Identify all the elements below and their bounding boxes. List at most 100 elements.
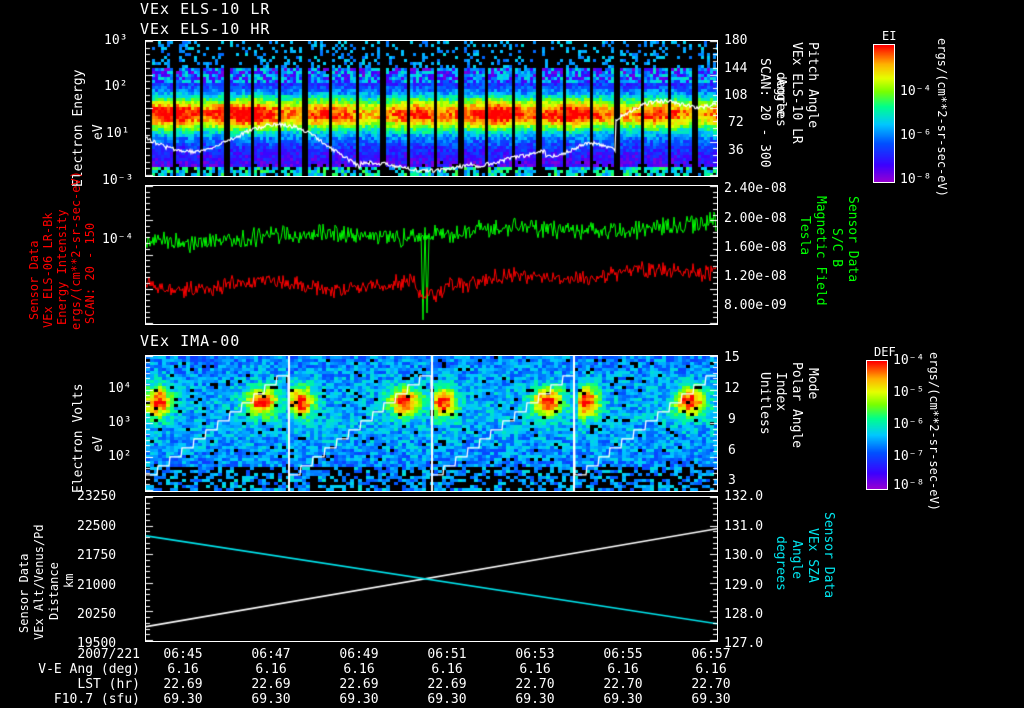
panel4-rtick-0: 132.0 [724,489,764,504]
panel4-rtick-3: 129.0 [724,578,764,593]
panel4-rtick-1: 131.0 [724,519,764,534]
panel4-left-label-4: km [62,573,76,588]
panel4-rtick-2: 130.0 [724,548,764,563]
footer-row-label-0: 2007/221 [77,647,140,662]
panel2-rtick-1: 2.00e-08 [724,211,787,226]
panel4-right-label-4: degrees [773,536,788,591]
panel2-right-label-3: Magnetic Field [813,196,828,306]
panel4-left-label-3: Distance [47,562,61,620]
panel1-ytick-2: 10¹ [106,126,130,141]
footer-cell-lst-0: 22.69 [163,677,203,692]
panel3-rtick-4: 3 [728,473,736,488]
def-colorbar-units: ergs/(cm**2-sr-sec-eV) [927,352,941,511]
footer-cell-time-5: 06:55 [603,647,643,662]
panel3-right-label-4: Unitless [757,372,772,435]
footer-cell-ve_ang-0: 6.16 [167,662,199,677]
def-colorbar-tick-4: 10⁻⁸ [893,478,925,493]
panel3-title: VEx IMA-00 [140,332,241,350]
footer-cell-time-0: 06:45 [163,647,203,662]
footer-cell-f107-0: 69.30 [163,692,203,707]
footer-cell-ve_ang-5: 6.16 [607,662,639,677]
panel2-rtick-3: 1.20e-08 [724,269,787,284]
panel3-rtick-2: 9 [728,412,736,427]
footer-row-label-2: LST (hr) [77,677,140,692]
panel2-rtick-2: 1.60e-08 [724,240,787,255]
panel2-left-label-4: ergs/(cm**2-sr-sec-eV) [69,171,83,330]
ei-colorbar[interactable] [873,44,895,183]
def-colorbar-tick-0: 10⁻⁴ [893,353,925,368]
panel4-ytick-2: 21750 [77,548,117,563]
panel1-title-hr: VEx ELS-10 HR [140,20,271,38]
panel1-right-label-2: VEx ELS-10 LR [789,42,804,144]
panel1-rtick-3: 72 [728,115,744,130]
footer-cell-lst-3: 22.69 [427,677,467,692]
footer-cell-lst-2: 22.69 [339,677,379,692]
footer-table: 2007/221 V-E Ang (deg) LST (hr) F10.7 (s… [0,646,1024,708]
panel2-right-label-2: S/C B [829,228,844,268]
panel2-left-label-5: SCAN: 20 - 150 [83,222,97,324]
panel3-plot-frame[interactable] [145,355,718,492]
panel2-plot-frame[interactable] [145,185,718,325]
footer-cell-ve_ang-1: 6.16 [255,662,287,677]
panel1-left-axis-label-2: eV [91,124,106,140]
panel4-ytick-3: 21000 [77,578,117,593]
footer-cell-time-3: 06:51 [427,647,467,662]
panel3-rtick-0: 15 [724,350,740,365]
panel1-right-label-1: Pitch Angle [805,42,820,129]
panel3-ytick-1: 10³ [108,415,132,430]
footer-cell-ve_ang-6: 6.16 [695,662,727,677]
footer-cell-ve_ang-3: 6.16 [431,662,463,677]
def-colorbar-title: DEF [874,345,896,359]
panel2-left-label-3: Energy Intensity [55,209,69,325]
panel2-rtick-4: 8.00e-09 [724,298,787,313]
panel4-right-label-1: Sensor Data [821,512,836,599]
panel4-right-label-2: VEx SZA [805,528,820,583]
panel2-right-label-4: Tesla [797,216,812,256]
def-colorbar[interactable] [866,360,888,490]
panel3-right-label-3: Index [773,372,788,412]
panel2-rtick-0: 2.40e-08 [724,181,787,196]
ei-colorbar-tick-0: 10⁻⁴ [900,84,932,99]
footer-cell-time-2: 06:49 [339,647,379,662]
panel4-ytick-1: 22500 [77,519,117,534]
panel2-ytick-1: 10⁻⁴ [102,232,134,247]
panel4-plot-frame[interactable] [145,496,718,642]
ei-colorbar-title: EI [882,29,897,43]
panel3-left-label-1: Electron Volts [71,383,86,493]
panel4-right-label-3: Angle [789,540,804,580]
panel4-ytick-5: 19500 [77,636,117,651]
panel3-right-label-2: Polar Angle [789,362,804,449]
panel2-left-label-1: Sensor Data [27,240,41,320]
footer-cell-lst-4: 22.70 [515,677,555,692]
footer-cell-f107-4: 69.30 [515,692,555,707]
panel1-right-label-4: degrees [773,72,788,127]
footer-row-label-3: F10.7 (sfu) [53,692,140,707]
panel1-rtick-2: 108 [724,88,748,103]
panel1-ytick-0: 10³ [104,33,128,48]
panel1-rtick-0: 180 [724,33,748,48]
def-colorbar-tick-2: 10⁻⁶ [893,417,925,432]
panel3-right-label-1: Mode [805,368,820,400]
footer-cell-ve_ang-4: 6.16 [519,662,551,677]
footer-cell-f107-5: 69.30 [603,692,643,707]
panel4-ytick-4: 20250 [77,607,117,622]
panel1-title-lr: VEx ELS-10 LR [140,0,271,18]
panel3-rtick-1: 12 [724,381,740,396]
panel4-left-label-2: VEx Alt/Venus/Pd [32,524,46,640]
footer-row-label-1: V-E Ang (deg) [38,662,140,677]
footer-cell-lst-6: 22.70 [691,677,731,692]
panel4-ytick-0: 23250 [77,489,117,504]
panel1-plot-frame[interactable] [145,40,718,177]
footer-cell-f107-2: 69.30 [339,692,379,707]
panel4-left-label-1: Sensor Data [17,553,31,633]
panel1-rtick-4: 36 [728,143,744,158]
panel3-ytick-2: 10² [108,449,132,464]
panel3-ytick-0: 10⁴ [108,381,132,396]
panel2-left-label-2: VEx ELS-06 LR-Bk [41,212,55,328]
panel4-rtick-4: 128.0 [724,607,764,622]
footer-cell-lst-1: 22.69 [251,677,291,692]
panel1-right-label-3: Angle [773,78,788,118]
footer-cell-time-1: 06:47 [251,647,291,662]
panel2-ytick-0: 10⁻³ [102,173,134,188]
